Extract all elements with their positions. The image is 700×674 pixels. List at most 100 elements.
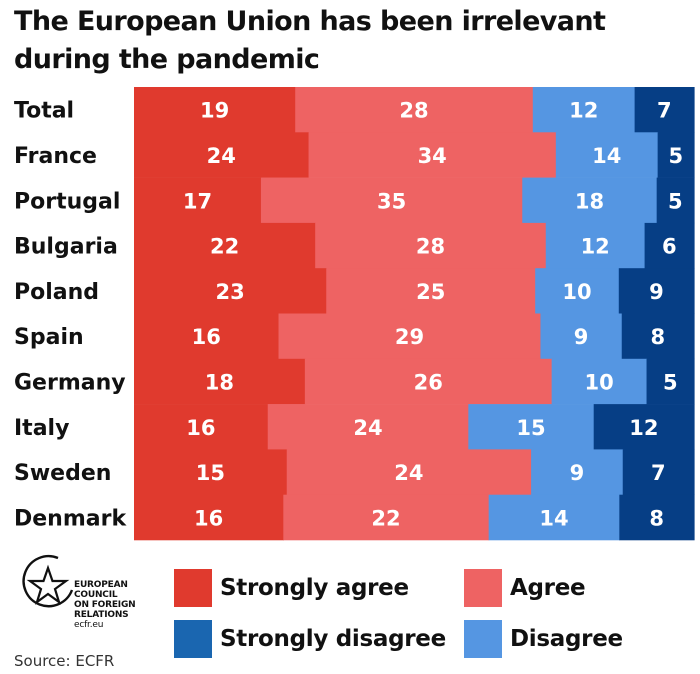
country-label-total: Total: [14, 99, 74, 124]
legend-item-strongly-agree: Strongly agree: [174, 569, 409, 607]
bar-italy-strongly-disagree: [593, 404, 695, 450]
bar-bulgaria-disagree: [545, 222, 646, 269]
bar-italy-disagree: [468, 404, 595, 450]
bar-spain-strongly-disagree: [621, 313, 695, 360]
bar-sweden-agree: [286, 449, 532, 495]
legend-label-strongly-disagree: Strongly disagree: [220, 626, 446, 652]
country-label-bulgaria: Bulgaria: [14, 235, 118, 260]
bar-bulgaria-agree: [315, 222, 547, 269]
value-label-germany-disagree: 10: [584, 370, 613, 394]
value-label-germany-agree: 26: [414, 370, 443, 394]
bar-germany-strongly-disagree: [646, 358, 695, 405]
bar-germany-strongly-agree: [134, 358, 306, 405]
bar-poland-disagree: [535, 268, 620, 314]
value-label-denmark-strongly-agree: 16: [194, 506, 223, 530]
bar-france-disagree: [555, 132, 659, 178]
bar-germany-agree: [304, 358, 553, 405]
legend-label-agree: Agree: [510, 575, 586, 601]
legend-swatch-strongly-disagree: [174, 620, 212, 658]
value-label-italy-strongly-agree: 16: [186, 416, 215, 440]
value-label-italy-strongly-disagree: 12: [629, 416, 658, 440]
bar-sweden-disagree: [531, 449, 624, 495]
bar-sweden-strongly-disagree: [622, 449, 695, 495]
value-label-sweden-strongly-agree: 15: [196, 461, 225, 485]
value-label-total-strongly-agree: 19: [200, 99, 229, 123]
country-label-sweden: Sweden: [14, 461, 111, 486]
bar-total-strongly-disagree: [634, 87, 695, 133]
country-label-portugal: Portugal: [14, 189, 120, 214]
value-label-portugal-agree: 35: [377, 189, 406, 213]
value-label-sweden-disagree: 9: [570, 461, 585, 485]
value-label-bulgaria-agree: 28: [416, 235, 445, 259]
legend-item-disagree: Disagree: [464, 620, 623, 658]
legend-item-agree: Agree: [464, 569, 586, 607]
star-circle-icon: [22, 555, 74, 608]
value-label-spain-strongly-agree: 16: [192, 325, 221, 349]
legend-label-strongly-agree: Strongly agree: [220, 575, 409, 601]
value-label-spain-disagree: 9: [574, 325, 589, 349]
bar-france-strongly-agree: [134, 132, 310, 178]
bar-denmark-strongly-agree: [134, 494, 284, 541]
legend-item-strongly-disagree: Strongly disagree: [174, 620, 446, 658]
value-label-france-strongly-disagree: 5: [669, 144, 684, 168]
chart-title-line-2: during the pandemic: [14, 44, 320, 75]
value-label-total-agree: 28: [399, 99, 428, 123]
value-label-denmark-strongly-disagree: 8: [649, 506, 664, 530]
logo-text: EUROPEAN COUNCIL ON FOREIGN RELATIONS ec…: [74, 580, 136, 630]
value-label-total-disagree: 12: [569, 99, 598, 123]
value-label-bulgaria-disagree: 12: [581, 235, 610, 259]
logo-site: ecfr.eu: [74, 620, 104, 630]
legend-swatch-disagree: [464, 620, 502, 658]
country-label-poland: Poland: [14, 280, 99, 305]
bar-total-disagree: [532, 87, 636, 133]
value-label-france-strongly-agree: 24: [207, 144, 236, 168]
value-label-spain-strongly-disagree: 8: [651, 325, 666, 349]
logo-line-2: COUNCIL: [74, 590, 118, 600]
value-label-france-disagree: 14: [592, 144, 621, 168]
value-label-sweden-agree: 24: [394, 461, 423, 485]
country-label-germany: Germany: [14, 370, 126, 395]
chart-title: The European Union has been irrelevant d…: [14, 3, 694, 79]
value-label-portugal-disagree: 18: [575, 189, 604, 213]
bar-bulgaria-strongly-disagree: [644, 222, 695, 269]
logo-line-3: ON FOREIGN: [74, 600, 136, 610]
value-label-bulgaria-strongly-agree: 22: [210, 235, 239, 259]
bar-france-agree: [308, 132, 557, 178]
value-label-bulgaria-strongly-disagree: 6: [662, 235, 677, 259]
source-note: Source: ECFR: [14, 652, 115, 670]
value-label-germany-strongly-disagree: 5: [663, 370, 678, 394]
bar-bulgaria-strongly-agree: [134, 222, 316, 269]
country-label-denmark: Denmark: [14, 506, 127, 531]
logo-line-4: RELATIONS: [74, 610, 129, 620]
value-label-sweden-strongly-disagree: 7: [651, 461, 666, 485]
value-label-portugal-strongly-agree: 17: [183, 189, 212, 213]
value-label-italy-disagree: 15: [516, 416, 545, 440]
value-label-poland-strongly-agree: 23: [216, 280, 245, 304]
bar-poland-agree: [326, 268, 536, 314]
logo-line-1: EUROPEAN: [74, 580, 128, 590]
country-label-spain: Spain: [14, 325, 84, 350]
bar-total-strongly-agree: [134, 87, 296, 133]
ecfr-logo: EUROPEAN COUNCIL ON FOREIGN RELATIONS ec…: [14, 548, 164, 630]
value-label-france-agree: 34: [418, 144, 447, 168]
legend-label-disagree: Disagree: [510, 626, 623, 652]
bar-denmark-disagree: [488, 494, 620, 541]
bar-portugal-strongly-disagree: [656, 177, 695, 224]
bar-italy-agree: [267, 404, 469, 450]
legend-swatch-agree: [464, 569, 502, 607]
country-label-france: France: [14, 144, 97, 169]
value-label-poland-disagree: 10: [562, 280, 591, 304]
bar-spain-agree: [278, 313, 542, 360]
value-label-germany-strongly-agree: 18: [205, 370, 234, 394]
bar-total-agree: [295, 87, 534, 133]
bar-poland-strongly-agree: [134, 268, 327, 314]
value-label-portugal-strongly-disagree: 5: [668, 189, 683, 213]
bar-spain-strongly-agree: [134, 313, 280, 360]
value-label-poland-strongly-disagree: 9: [649, 280, 664, 304]
bar-portugal-disagree: [522, 177, 658, 224]
value-label-spain-agree: 29: [395, 325, 424, 349]
bar-france-strongly-disagree: [657, 132, 695, 178]
legend-swatch-strongly-agree: [174, 569, 212, 607]
